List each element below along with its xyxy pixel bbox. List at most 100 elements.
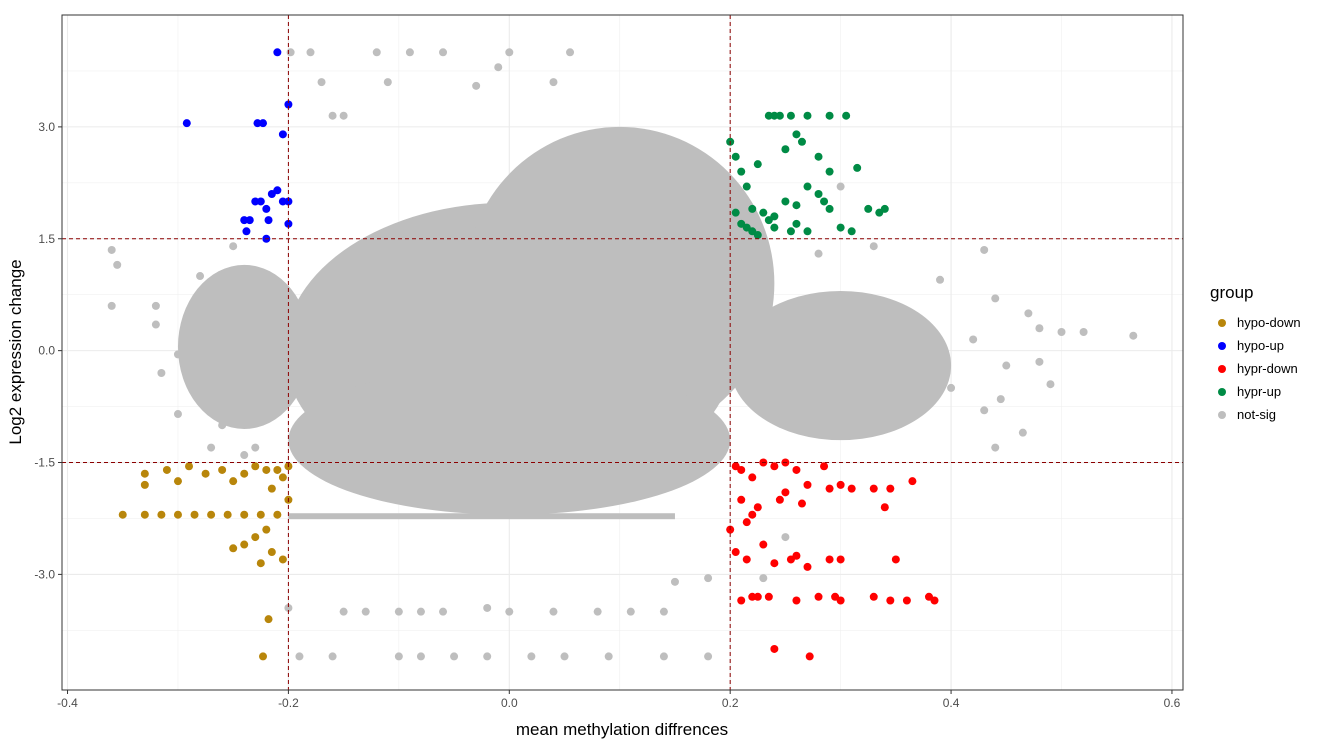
data-point xyxy=(1129,331,1138,340)
data-point xyxy=(753,503,762,512)
data-point xyxy=(505,48,514,57)
not-sig-dense-cloud xyxy=(288,365,731,515)
data-point xyxy=(483,652,492,661)
data-point xyxy=(284,197,293,206)
x-tick-label: -0.4 xyxy=(57,696,78,710)
data-point xyxy=(825,111,834,120)
data-point xyxy=(262,525,271,534)
data-point xyxy=(731,152,740,161)
data-point xyxy=(786,227,795,236)
data-point xyxy=(748,592,757,601)
data-point xyxy=(770,559,779,568)
data-point xyxy=(847,227,856,236)
x-tick-label: -0.2 xyxy=(278,696,299,710)
legend-label: hypr-up xyxy=(1237,384,1282,399)
data-point xyxy=(229,242,238,251)
data-point xyxy=(814,190,823,199)
data-point xyxy=(753,160,762,169)
data-point xyxy=(278,130,287,139)
data-point xyxy=(936,275,945,284)
data-point xyxy=(273,510,282,519)
data-point xyxy=(264,615,273,624)
data-point xyxy=(383,78,392,87)
data-point xyxy=(781,145,790,154)
data-point xyxy=(797,499,806,508)
data-point xyxy=(472,81,481,90)
data-point xyxy=(731,208,740,217)
data-point xyxy=(151,301,160,310)
data-point xyxy=(947,383,956,392)
data-point xyxy=(737,596,746,605)
data-point xyxy=(140,510,149,519)
data-point xyxy=(264,216,273,225)
data-point xyxy=(704,574,713,583)
data-point xyxy=(218,286,227,295)
data-point xyxy=(251,197,260,206)
data-point xyxy=(770,462,779,471)
data-point xyxy=(229,477,238,486)
data-point xyxy=(267,548,276,557)
not-sig-dense-cloud xyxy=(465,126,775,441)
x-tick-label: 0.6 xyxy=(1164,696,1181,710)
not-sig-dense-cloud xyxy=(730,290,952,441)
data-point xyxy=(858,361,867,370)
data-point xyxy=(416,652,425,661)
data-point xyxy=(847,484,856,493)
data-point xyxy=(267,190,276,199)
data-point xyxy=(781,533,790,542)
y-tick-label: 3.0 xyxy=(38,120,55,134)
data-point xyxy=(262,465,271,474)
data-point xyxy=(836,480,845,489)
data-point xyxy=(439,607,448,616)
x-tick-label: 0.2 xyxy=(722,696,739,710)
x-axis-title: mean methylation diffrences xyxy=(516,720,728,739)
data-point xyxy=(273,465,282,474)
data-point xyxy=(223,510,232,519)
data-point xyxy=(770,644,779,653)
data-point xyxy=(797,137,806,146)
legend-dot xyxy=(1217,410,1226,419)
data-point xyxy=(604,652,613,661)
data-point xyxy=(869,592,878,601)
data-point xyxy=(240,451,249,460)
data-point xyxy=(1046,380,1055,389)
data-point xyxy=(549,78,558,87)
legend-dot xyxy=(1217,341,1226,350)
legend-label: not-sig xyxy=(1237,407,1277,422)
data-point xyxy=(251,443,260,452)
data-point xyxy=(185,313,194,322)
data-point xyxy=(118,510,127,519)
data-point xyxy=(173,350,182,359)
data-point xyxy=(593,607,602,616)
data-point xyxy=(284,603,293,612)
data-point xyxy=(173,477,182,486)
data-point xyxy=(162,465,171,474)
data-point xyxy=(151,320,160,329)
data-point xyxy=(278,197,287,206)
data-point xyxy=(842,111,851,120)
axis-ticks: -0.4 -0.2 0.0 0.2 0.4 0.6 -3.0 -1.5 0.0 1.5 3.0 xyxy=(34,120,1180,710)
data-point xyxy=(737,495,746,504)
data-point xyxy=(394,607,403,616)
data-point xyxy=(1035,357,1044,366)
legend-label: hypo-up xyxy=(1237,338,1284,353)
data-point xyxy=(825,484,834,493)
data-point xyxy=(240,540,249,549)
data-point xyxy=(394,652,403,661)
data-point xyxy=(980,406,989,415)
data-point xyxy=(792,596,801,605)
data-point xyxy=(748,473,757,482)
series-not-sig xyxy=(107,48,1138,661)
data-point xyxy=(670,577,679,586)
data-point xyxy=(240,469,249,478)
data-point xyxy=(218,465,227,474)
data-point xyxy=(185,462,194,471)
data-point xyxy=(339,607,348,616)
data-point xyxy=(240,510,249,519)
data-point xyxy=(781,197,790,206)
legend-title: group xyxy=(1210,283,1254,302)
data-point xyxy=(991,443,1000,452)
data-point xyxy=(262,204,271,213)
data-point xyxy=(731,548,740,557)
legend-key xyxy=(1210,403,1233,426)
